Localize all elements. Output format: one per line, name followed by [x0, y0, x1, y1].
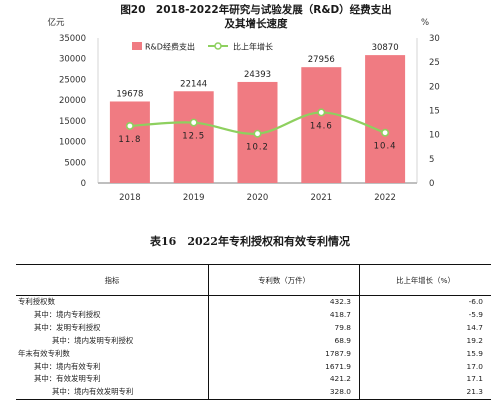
growth-point	[125, 121, 134, 130]
growth-point	[381, 128, 390, 137]
bar-value-label: 19678	[116, 89, 143, 99]
row-count: 328.0	[208, 386, 360, 401]
chart-title: 图20 2018-2022年研究与试验发展（R&D）经费支出	[120, 3, 391, 16]
growth-point	[189, 118, 198, 127]
x-tick-label: 2018	[119, 193, 141, 203]
row-growth: -6.0	[359, 295, 491, 309]
row-label: 其中：境内有效发明专利	[16, 386, 209, 401]
chart-title-line2: 及其增长速度	[225, 17, 288, 30]
row-label: 其中：有效发明专利	[34, 374, 101, 384]
bar-value-label: 24393	[244, 70, 271, 80]
y-right-tick-label: 25	[429, 58, 440, 68]
y-left-tick-label: 0	[81, 179, 86, 189]
rd-expenditure-chart: 图20 2018-2022年研究与试验发展（R&D）经费支出 及其增长速度 亿元…	[47, 3, 440, 203]
y-left-tick-label: 20000	[59, 96, 86, 106]
row-growth: 17.1	[359, 373, 491, 387]
y-left-tick-label: 15000	[59, 117, 86, 127]
legend-line-label: 比上年增长	[233, 42, 273, 52]
y-right-tick-label: 15	[429, 107, 440, 117]
row-growth: 17.0	[359, 360, 491, 374]
bar-rd-expenditure	[301, 67, 342, 183]
x-tick-label: 2022	[374, 193, 396, 203]
growth-point	[317, 108, 326, 117]
row-label: 其中：境内专利授权	[34, 309, 101, 319]
row-count: 79.8	[208, 321, 360, 335]
bar-value-label: 27956	[308, 55, 335, 65]
bar-value-label: 22144	[180, 79, 207, 89]
legend-line-marker	[214, 42, 222, 50]
y-left-tick-label: 25000	[59, 75, 86, 85]
row-label: 年末有效专利数	[18, 348, 70, 358]
table-row: 其中：境内专利授权 418.7 -5.9	[16, 308, 491, 322]
row-growth: 15.9	[359, 347, 491, 361]
table-title: 表16 2022年专利授权和有效专利情况	[150, 235, 350, 248]
y-left-tick-label: 5000	[64, 158, 86, 168]
y-right-tick-label: 0	[429, 179, 434, 189]
row-count: 421.2	[208, 373, 360, 387]
y-right-tick-label: 10	[429, 131, 440, 141]
y-left-tick-label: 10000	[59, 138, 86, 148]
header-growth: 比上年增长（%）	[359, 264, 491, 296]
growth-value-label: 12.5	[182, 132, 205, 142]
y-left-tick-label: 35000	[59, 34, 86, 44]
table-row: 专利授权数 432.3 -6.0	[16, 295, 491, 309]
bar-value-label: 30870	[372, 43, 399, 53]
row-label: 其中：境内有效专利	[34, 361, 101, 371]
x-tick-label: 2020	[247, 193, 269, 203]
row-growth: 21.3	[359, 386, 491, 401]
y-right-unit: %	[421, 18, 429, 28]
table-row: 年末有效专利数 1787.9 15.9	[16, 347, 491, 361]
row-label: 其中：发明专利授权	[34, 322, 101, 332]
row-count: 432.3	[208, 295, 360, 309]
row-growth: 19.2	[359, 334, 491, 348]
x-tick-label: 2021	[310, 193, 332, 203]
growth-value-label: 14.6	[310, 121, 333, 131]
row-count: 1787.9	[208, 347, 360, 361]
row-growth: -5.9	[359, 308, 491, 322]
growth-point	[253, 129, 262, 138]
bar-rd-expenditure	[173, 91, 214, 183]
patent-table: 指标 专利数（万件） 比上年增长（%） 专利授权数 432.3 -6.0 其中：…	[16, 264, 491, 401]
y-left-tick-label: 30000	[59, 55, 86, 65]
growth-value-label: 10.4	[374, 142, 397, 152]
table-row: 其中：有效发明专利 421.2 17.1	[16, 373, 491, 387]
table-row: 其中：境内发明专利授权 68.9 19.2	[16, 334, 491, 348]
row-count: 68.9	[208, 334, 360, 348]
y-left-unit: 亿元	[47, 17, 65, 28]
y-right-tick-label: 30	[429, 34, 440, 44]
row-label: 其中：境内发明专利授权	[52, 335, 134, 345]
y-right-tick-label: 5	[429, 155, 434, 165]
table-row: 其中：境内有效专利 1671.9 17.0	[16, 360, 491, 374]
table-row: 其中：发明专利授权 79.8 14.7	[16, 321, 491, 335]
bar-rd-expenditure	[109, 101, 150, 183]
legend-bar-label: R&D经费支出	[145, 42, 195, 52]
table-row: 其中：境内有效发明专利 328.0 21.3	[16, 386, 491, 401]
y-right-tick-label: 20	[429, 82, 440, 92]
growth-value-label: 11.8	[118, 135, 141, 145]
header-count: 专利数（万件）	[208, 264, 360, 296]
legend-bar-swatch	[132, 42, 142, 50]
growth-value-label: 10.2	[246, 143, 269, 153]
table-header-row: 指标 专利数（万件） 比上年增长（%）	[16, 264, 491, 296]
row-count: 1671.9	[208, 360, 360, 374]
row-count: 418.7	[208, 308, 360, 322]
chart-legend: R&D经费支出 比上年增长	[132, 42, 273, 52]
header-indicator: 指标	[16, 264, 209, 296]
x-tick-label: 2019	[183, 193, 205, 203]
row-growth: 14.7	[359, 321, 491, 335]
row-label: 专利授权数	[18, 297, 55, 306]
bar-rd-expenditure	[365, 55, 406, 183]
